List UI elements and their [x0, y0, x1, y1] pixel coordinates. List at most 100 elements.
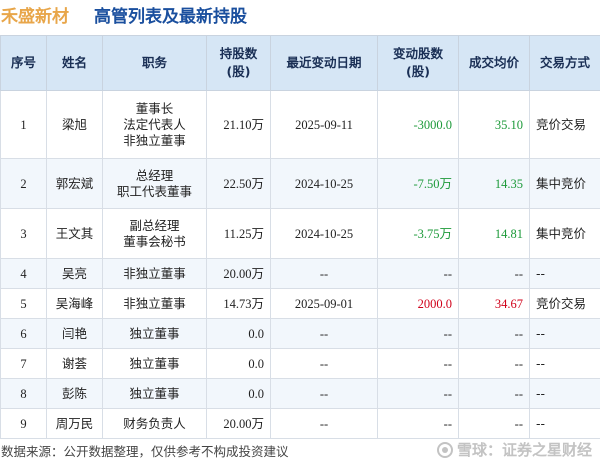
table-row: 4 吴亮 非独立董事 20.00万 -- -- -- --	[0, 258, 600, 289]
cell-seq: 4	[0, 258, 47, 289]
cell-method: 集中竞价	[529, 208, 600, 259]
table-row: 9 周万民 财务负责人 20.00万 -- -- -- --	[0, 408, 600, 439]
cell-shares: 0.0	[206, 348, 271, 379]
cell-name: 王文其	[46, 208, 103, 259]
table-row: 3 王文其 副总经理 董事会秘书 11.25万 2024-10-25 -3.75万 14.81…	[0, 208, 600, 259]
cell-position: 独立董事	[102, 318, 207, 349]
cell-shares: 0.0	[206, 318, 271, 349]
header-position: 职务	[102, 35, 207, 91]
cell-name: 闫艳	[46, 318, 103, 349]
table-row: 6 闫艳 独立董事 0.0 -- -- -- --	[0, 318, 600, 349]
executive-table: 序号 姓名 职务 持股数 (股) 最近变动日期 变动股数 (股) 成交均价 交易方式 1 梁旭 董事长…	[0, 35, 600, 439]
cell-date: 2025-09-01	[270, 288, 378, 319]
header-date: 最近变动日期	[270, 35, 378, 91]
cell-date: 2024-10-25	[270, 208, 378, 259]
cell-price: --	[458, 408, 530, 439]
cell-method: 竞价交易	[529, 288, 600, 319]
cell-date: --	[270, 348, 378, 379]
table-row: 8 彭陈 独立董事 0.0 -- -- -- --	[0, 378, 600, 409]
cell-change: -7.50万	[377, 158, 459, 209]
cell-method: 集中竞价	[529, 158, 600, 209]
cell-position: 总经理 职工代表董事	[102, 158, 207, 209]
cell-price: --	[458, 258, 530, 289]
cell-shares: 21.10万	[206, 90, 271, 159]
table-row: 2 郭宏斌 总经理 职工代表董事 22.50万 2024-10-25 -7.50万 14.35…	[0, 158, 600, 209]
table-body: 1 梁旭 董事长 法定代表人 非独立董事 21.10万 2025-09-11 -3000.0 3…	[0, 90, 600, 439]
cell-date: --	[270, 318, 378, 349]
cell-shares: 22.50万	[206, 158, 271, 209]
cell-name: 吴海峰	[46, 288, 103, 319]
cell-seq: 7	[0, 348, 47, 379]
brand-label: 雪球：证券之星财经	[456, 441, 592, 459]
page-title: 高管列表及最新持股	[94, 7, 247, 27]
header-seq: 序号	[0, 35, 47, 91]
cell-price: 14.81	[458, 208, 530, 259]
header-name: 姓名	[46, 35, 103, 91]
cell-position: 副总经理 董事会秘书	[102, 208, 207, 259]
table-header-row: 序号 姓名 职务 持股数 (股) 最近变动日期 变动股数 (股) 成交均价 交易方式	[0, 35, 600, 91]
cell-price: 35.10	[458, 90, 530, 159]
cell-date: 2025-09-11	[270, 90, 378, 159]
header-change: 变动股数 (股)	[377, 35, 459, 91]
table-row: 1 梁旭 董事长 法定代表人 非独立董事 21.10万 2025-09-11 -3000.0 3…	[0, 90, 600, 159]
cell-change: --	[377, 348, 459, 379]
data-source-note: 数据来源：公开数据整理，仅供参考不构成投资建议	[1, 444, 289, 459]
cell-change: -3.75万	[377, 208, 459, 259]
table-row: 7 谢荟 独立董事 0.0 -- -- -- --	[0, 348, 600, 379]
cell-method: --	[529, 258, 600, 289]
executive-table-container: 序号 姓名 职务 持股数 (股) 最近变动日期 变动股数 (股) 成交均价 交易方式 1 梁旭 董事长…	[0, 35, 600, 439]
cell-change: 2000.0	[377, 288, 459, 319]
cell-name: 谢荟	[46, 348, 103, 379]
cell-position: 独立董事	[102, 378, 207, 409]
cell-shares: 20.00万	[206, 408, 271, 439]
cell-date: --	[270, 378, 378, 409]
cell-date: --	[270, 408, 378, 439]
cell-shares: 11.25万	[206, 208, 271, 259]
cell-seq: 3	[0, 208, 47, 259]
cell-method: --	[529, 378, 600, 409]
cell-price: --	[458, 378, 530, 409]
cell-name: 梁旭	[46, 90, 103, 159]
company-name: 禾盛新材	[1, 7, 69, 27]
cell-change: --	[377, 378, 459, 409]
cell-name: 吴亮	[46, 258, 103, 289]
cell-seq: 8	[0, 378, 47, 409]
cell-method: --	[529, 318, 600, 349]
cell-price: --	[458, 318, 530, 349]
snowball-logo-icon	[436, 441, 453, 458]
header-method: 交易方式	[529, 35, 600, 91]
cell-method: --	[529, 408, 600, 439]
cell-change: -3000.0	[377, 90, 459, 159]
cell-change: --	[377, 408, 459, 439]
cell-date: 2024-10-25	[270, 158, 378, 209]
brand-watermark: 雪球：证券之星财经	[436, 439, 592, 460]
cell-position: 独立董事	[102, 348, 207, 379]
cell-seq: 5	[0, 288, 47, 319]
cell-change: --	[377, 258, 459, 289]
cell-method: --	[529, 348, 600, 379]
cell-price: 14.35	[458, 158, 530, 209]
cell-seq: 9	[0, 408, 47, 439]
cell-method: 竞价交易	[529, 90, 600, 159]
cell-shares: 0.0	[206, 378, 271, 409]
cell-position: 非独立董事	[102, 258, 207, 289]
cell-name: 彭陈	[46, 378, 103, 409]
cell-seq: 6	[0, 318, 47, 349]
cell-position: 非独立董事	[102, 288, 207, 319]
cell-change: --	[377, 318, 459, 349]
cell-name: 郭宏斌	[46, 158, 103, 209]
title-bar: 禾盛新材 高管列表及最新持股	[0, 0, 600, 31]
cell-price: 34.67	[458, 288, 530, 319]
footer: 数据来源：公开数据整理，仅供参考不构成投资建议 雪球：证券之星财经	[0, 439, 600, 459]
cell-seq: 1	[0, 90, 47, 159]
cell-position: 财务负责人	[102, 408, 207, 439]
cell-price: --	[458, 348, 530, 379]
cell-shares: 20.00万	[206, 258, 271, 289]
cell-shares: 14.73万	[206, 288, 271, 319]
cell-name: 周万民	[46, 408, 103, 439]
cell-seq: 2	[0, 158, 47, 209]
header-price: 成交均价	[458, 35, 530, 91]
cell-position: 董事长 法定代表人 非独立董事	[102, 90, 207, 159]
header-shares: 持股数 (股)	[206, 35, 271, 91]
cell-date: --	[270, 258, 378, 289]
